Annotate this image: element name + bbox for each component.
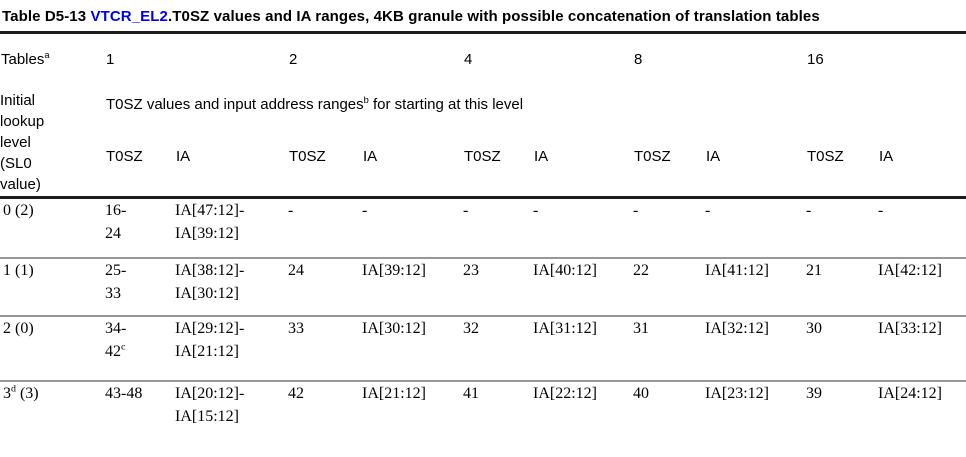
tables-header-cell: Tablesa [0,33,105,91]
table-caption-suffix: .T0SZ values and IA ranges, 4KB granule … [167,8,820,25]
t0sz-value-cell: - [288,202,294,219]
t0sz-value-cell: - [633,202,639,219]
t0sz-column-header: T0SZ [106,148,143,165]
ia-column-header: IA [363,148,378,165]
lookup-level-cell: 3d (3) [3,383,39,402]
t0sz-value-cell: 42 [288,384,304,402]
t0sz-value-cell: 40 [633,384,649,402]
table-row: 0 (2) 16- 24 IA[47:12]- IA[39:12] - - - - - - - - [0,198,966,258]
vtcr-el2-link[interactable]: VTCR_EL2 [90,8,168,25]
tables-header-label: Tables [1,51,45,68]
ia-range-cell: IA[20:12]- IA[15:12] [175,384,245,425]
span-header-text: T0SZ values and input address ranges [106,96,364,113]
ia-range-cell: IA[41:12] [705,261,769,279]
t0sz-value-cell: 23 [463,261,479,279]
ia-column-header: IA [879,148,894,165]
ia-range-cell: IA[33:12] [878,319,942,337]
col-count-4: 4 [464,51,473,68]
t0sz-value-cell: 34- 42c [105,319,127,360]
t0sz-value-cell: 31 [633,319,649,337]
t0sz-column-header: T0SZ [807,148,844,165]
t0sz-value-cell: 32 [463,319,479,337]
table-header: Tablesa 1 2 4 8 16 Initial lookup level … [0,33,966,198]
ia-range-cell: IA[31:12] [533,319,597,337]
table-row: 3d (3) 43-48 IA[20:12]- IA[15:12] 42 IA[21:1… [0,380,966,435]
ia-range-cell: IA[24:12] [878,384,942,402]
t0sz-value-cell: 16- 24 [105,202,127,242]
ia-column-header: IA [176,148,191,165]
table-caption-prefix: Table D5-13 [2,8,91,25]
t0sz-value-cell: 25- 33 [105,261,127,302]
table-body: 0 (2) 16- 24 IA[47:12]- IA[39:12] - - - - - - - - 1… [0,198,966,435]
t0sz-value-cell: 39 [806,384,822,402]
ia-range-cell: - [878,202,884,219]
ia-range-cell: IA[22:12] [533,384,597,402]
ia-range-cell: IA[23:12] [705,384,769,402]
t0sz-value-cell: 43-48 [105,384,143,402]
lookup-level-cell: 0 (2) [3,202,34,219]
t0sz-ranges-span-header: T0SZ values and input address rangesb fo… [105,90,966,138]
ia-range-cell: IA[39:12] [362,261,426,279]
ia-range-cell: IA[29:12]- IA[21:12] [175,319,245,360]
t0sz-value-cell: 22 [633,261,649,279]
tables-count-row: Tablesa 1 2 4 8 16 [0,33,966,91]
footnote-a-marker: a [44,50,50,60]
span-header-row: Initial lookup level (SL0 value) T0SZ va… [0,90,966,193]
t0sz-ia-table: Tablesa 1 2 4 8 16 Initial lookup level … [0,31,966,435]
t0sz-value-cell: - [806,202,812,219]
footnote-b-marker: b [363,95,369,105]
t0sz-value-cell: 24 [288,261,304,279]
ia-range-cell: IA[38:12]- IA[30:12] [175,261,245,302]
t0sz-value-cell: 30 [806,319,822,337]
table-caption: Table D5-13 VTCR_EL2.T0SZ values and IA … [0,0,966,25]
ia-range-cell: IA[47:12]- IA[39:12] [175,202,245,242]
col-count-16: 16 [807,51,824,68]
t0sz-column-header: T0SZ [464,148,501,165]
ia-range-cell: IA[30:12] [362,319,426,337]
t0sz-column-header: T0SZ [634,148,671,165]
t0sz-value-cell: - [463,202,469,219]
initial-lookup-level-header: Initial lookup level (SL0 value) [0,92,45,193]
ia-range-cell: IA[40:12] [533,261,597,279]
col-count-1: 1 [106,51,115,68]
ia-range-cell: - [362,202,368,219]
ia-range-cell: IA[42:12] [878,261,942,279]
t0sz-value-cell: 41 [463,384,479,402]
subheader-row: T0SZ IA T0SZ IA T0SZ IA T0SZ IA T0SZ IA [0,138,966,198]
lookup-level-cell: 1 (1) [3,261,34,279]
col-count-8: 8 [634,51,643,68]
t0sz-value-cell: 33 [288,319,304,337]
ia-range-cell: IA[21:12] [362,384,426,402]
ia-range-cell: - [705,202,711,219]
col-count-2: 2 [289,51,298,68]
table-row: 2 (0) 34- 42c IA[29:12]- IA[21:12] 33 IA[30:… [0,315,966,381]
span-header-text-tail: for starting at this level [368,96,524,113]
table-row: 1 (1) 25- 33 IA[38:12]- IA[30:12] 24 IA[39:1… [0,257,966,316]
t0sz-column-header: T0SZ [289,148,326,165]
t0sz-value-cell: 21 [806,261,822,279]
ia-column-header: IA [534,148,549,165]
ia-range-cell: - [533,202,539,219]
ia-range-cell: IA[32:12] [705,319,769,337]
lookup-level-cell: 2 (0) [3,319,34,337]
ia-column-header: IA [706,148,721,165]
